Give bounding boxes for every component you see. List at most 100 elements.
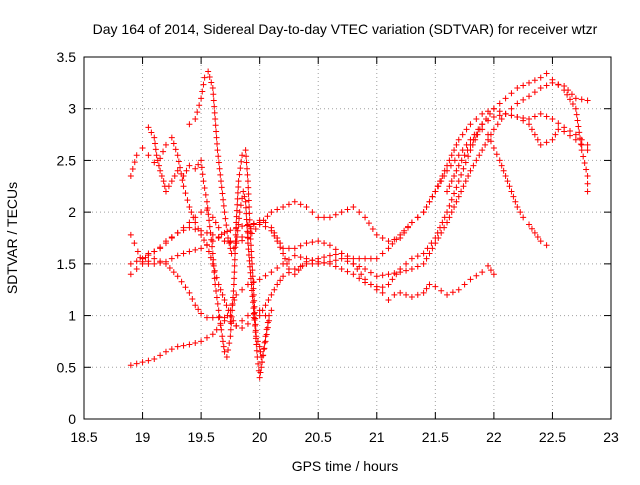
data-point (459, 131, 466, 138)
data-point (247, 269, 254, 276)
data-point (249, 299, 256, 306)
tick-labels: 18.5 19 19.5 20 20.5 21 21.5 22 22.5 2300.511.522… (57, 49, 619, 445)
data-point (203, 207, 210, 214)
data-point (496, 157, 503, 164)
data-point (303, 203, 310, 210)
data-point (230, 288, 237, 295)
data-point (209, 238, 216, 245)
data-point (211, 103, 218, 110)
data-point (385, 238, 392, 245)
data-point (502, 110, 509, 117)
data-point (127, 231, 134, 238)
data-point (285, 201, 292, 208)
data-point (280, 245, 287, 252)
data-point (460, 165, 467, 172)
data-point (514, 203, 521, 210)
data-point (326, 242, 333, 249)
data-point (229, 302, 236, 309)
data-point (291, 271, 298, 278)
data-point (520, 214, 527, 221)
data-point (526, 93, 533, 100)
data-point (379, 289, 386, 296)
data-point (455, 152, 462, 159)
data-point (344, 255, 351, 262)
data-point (198, 227, 205, 234)
data-point (217, 286, 224, 293)
data-point (537, 74, 544, 81)
data-point (133, 152, 140, 159)
data-point (219, 291, 226, 298)
data-point (326, 214, 333, 221)
data-point (508, 112, 515, 119)
data-point (473, 157, 480, 164)
data-point (309, 209, 316, 216)
data-point (256, 221, 263, 228)
data-point (198, 95, 205, 102)
data-point (209, 85, 216, 92)
data-point (356, 275, 363, 282)
data-point (581, 160, 588, 167)
data-point (153, 152, 160, 159)
data-point (235, 178, 242, 185)
data-point (231, 262, 238, 269)
data-point (584, 172, 591, 179)
data-point (182, 190, 189, 197)
data-point (168, 235, 175, 241)
data-point (257, 348, 264, 355)
data-point (572, 136, 579, 143)
data-point (555, 120, 562, 127)
data-point (230, 281, 237, 288)
data-point (451, 157, 458, 164)
data-point (389, 240, 396, 247)
data-point (526, 79, 533, 86)
series-track-h (127, 252, 497, 369)
data-point (455, 193, 462, 200)
data-point (453, 141, 460, 148)
data-point (168, 134, 175, 141)
data-point (485, 262, 492, 269)
data-point (254, 353, 261, 360)
data-point (174, 229, 181, 236)
data-point (315, 238, 322, 245)
data-point (584, 188, 591, 195)
data-point (373, 283, 380, 290)
data-point (221, 209, 228, 216)
data-point (297, 201, 304, 208)
data-point (212, 281, 219, 288)
data-point (192, 219, 199, 226)
data-point (549, 76, 556, 83)
data-point (568, 91, 575, 98)
data-point (244, 235, 251, 241)
data-point (303, 255, 310, 262)
data-point (426, 250, 433, 257)
data-point (209, 331, 216, 338)
data-point (517, 209, 524, 216)
data-point (520, 117, 527, 124)
data-point (174, 252, 181, 259)
y-tick-label: 2 (68, 204, 76, 220)
data-point (408, 266, 415, 273)
data-point (373, 273, 380, 280)
data-point (326, 260, 333, 267)
data-point (362, 214, 369, 221)
data-point (192, 165, 199, 172)
grid-layer (84, 57, 611, 419)
data-point (444, 167, 451, 174)
data-point (299, 262, 306, 269)
data-point (479, 269, 486, 276)
data-point (526, 116, 533, 123)
data-point (420, 260, 427, 267)
data-point (245, 197, 252, 204)
data-point (155, 162, 162, 169)
data-point (210, 97, 217, 104)
data-point (186, 203, 193, 210)
data-point (458, 171, 465, 178)
data-point (239, 286, 246, 293)
data-point (208, 79, 215, 86)
data-point (498, 162, 505, 169)
data-point (470, 136, 477, 143)
data-point (280, 203, 287, 210)
data-point (218, 178, 225, 185)
data-point (373, 255, 380, 262)
data-point (198, 164, 205, 171)
